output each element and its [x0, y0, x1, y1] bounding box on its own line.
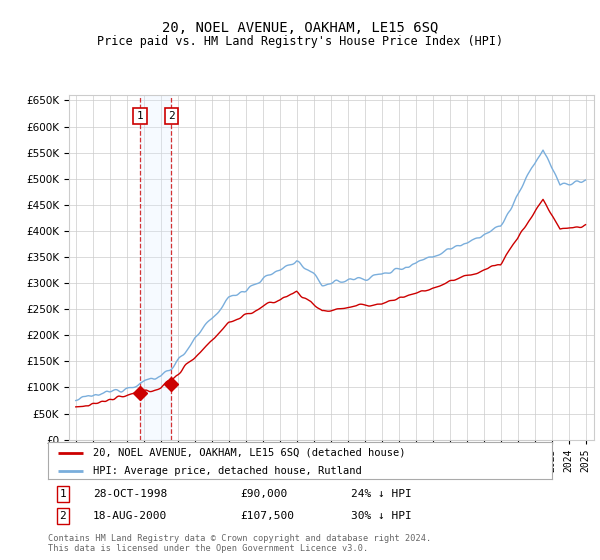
Text: 20, NOEL AVENUE, OAKHAM, LE15 6SQ: 20, NOEL AVENUE, OAKHAM, LE15 6SQ [162, 21, 438, 35]
Text: 1: 1 [137, 111, 143, 121]
Text: 2: 2 [168, 111, 175, 121]
Text: Price paid vs. HM Land Registry's House Price Index (HPI): Price paid vs. HM Land Registry's House … [97, 35, 503, 48]
Text: £90,000: £90,000 [240, 489, 287, 499]
Text: 2: 2 [59, 511, 67, 521]
Text: 18-AUG-2000: 18-AUG-2000 [93, 511, 167, 521]
Text: 20, NOEL AVENUE, OAKHAM, LE15 6SQ (detached house): 20, NOEL AVENUE, OAKHAM, LE15 6SQ (detac… [94, 447, 406, 458]
Text: Contains HM Land Registry data © Crown copyright and database right 2024.
This d: Contains HM Land Registry data © Crown c… [48, 534, 431, 553]
Text: 1: 1 [59, 489, 67, 499]
Text: 28-OCT-1998: 28-OCT-1998 [93, 489, 167, 499]
Text: HPI: Average price, detached house, Rutland: HPI: Average price, detached house, Rutl… [94, 466, 362, 476]
Bar [140, 95, 171, 440]
Text: 24% ↓ HPI: 24% ↓ HPI [351, 489, 412, 499]
Text: £107,500: £107,500 [240, 511, 294, 521]
Text: 30% ↓ HPI: 30% ↓ HPI [351, 511, 412, 521]
